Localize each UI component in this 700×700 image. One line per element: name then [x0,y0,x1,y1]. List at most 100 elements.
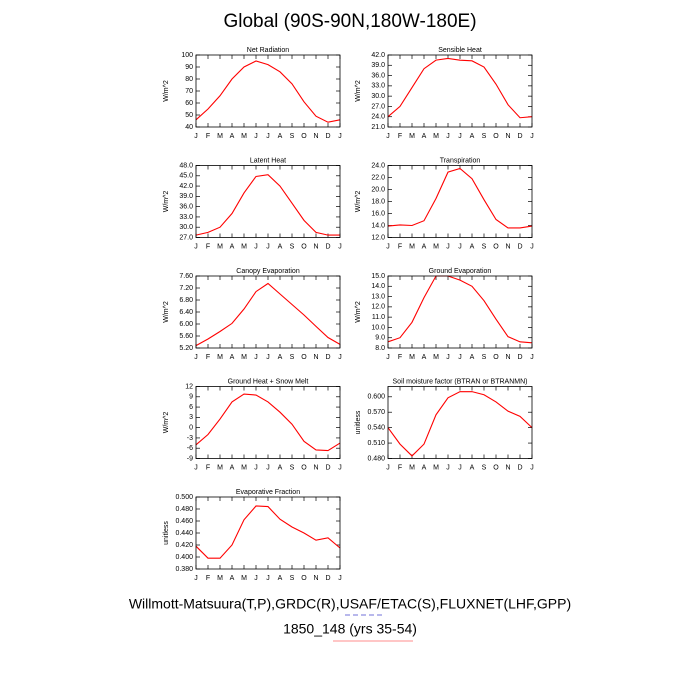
y-tick-label: 100 [181,52,193,59]
y-tick-label: 30.0 [179,224,193,231]
y-tick-label: 10.0 [371,324,385,331]
y-tick-label: 21.0 [371,124,385,131]
x-tick-label: A [278,354,283,361]
y-tick-label: 22.0 [371,174,385,181]
x-tick-label: A [230,133,235,140]
x-tick-label: M [409,354,415,361]
x-tick-label: F [398,133,402,140]
x-tick-label: O [301,354,307,361]
x-tick-label: M [241,133,247,140]
x-tick-label: M [241,464,247,471]
panel-title: Net Radiation [247,47,290,54]
y-tick-label: 6.80 [179,297,193,304]
x-tick-label: M [217,575,223,582]
x-tick-label: J [458,243,462,250]
x-tick-label: M [241,575,247,582]
x-tick-label: M [217,243,223,250]
x-tick-label: M [409,133,415,140]
plot-frame [195,54,341,128]
x-tick-label: J [338,575,342,582]
panel-title: Sensible Heat [438,47,482,54]
x-tick-label: M [241,354,247,361]
x-tick-label: F [206,464,210,471]
panel: Evaporative Fraction unitless 0.380 0.400 0.… [163,489,342,582]
y-axis-label: W/m^2 [355,191,362,213]
x-tick-label: S [290,464,295,471]
x-tick-label: A [230,464,235,471]
y-tick-label: 45.0 [179,173,193,180]
x-tick-label: O [301,464,307,471]
panel-title: Soil moisture factor (BTRAN or BTRANMN) [393,378,528,385]
x-tick-label: J [194,464,198,471]
page-title: Global (90S-90N,180W-180E) [223,11,476,32]
x-tick-label: J [530,133,534,140]
x-tick-label: J [338,243,342,250]
plot-frame [387,165,533,238]
x-tick-label: N [313,575,318,582]
x-tick-label: D [325,575,330,582]
x-tick-label: A [422,243,427,250]
y-tick-label: 0.500 [175,494,193,501]
x-tick-label: A [230,243,235,250]
y-tick-label: 16.0 [371,210,385,217]
plot-frame [387,275,533,349]
x-tick-label: J [386,243,390,250]
x-tick-label: N [313,354,318,361]
y-axis-label: W/m^2 [163,301,170,323]
y-tick-label: 0.510 [367,440,385,447]
plot-frame [195,386,341,459]
y-tick-label: 36.0 [179,203,193,210]
y-tick-label: -3 [187,435,193,442]
x-tick-label: M [241,243,247,250]
x-tick-label: D [325,243,330,250]
x-tick-label: J [194,575,198,582]
x-tick-label: S [290,133,295,140]
y-tick-label: 70 [185,88,193,95]
x-tick-label: N [505,133,510,140]
x-tick-label: N [313,464,318,471]
y-tick-label: 0.440 [175,530,193,537]
x-tick-label: A [422,354,427,361]
x-tick-label: A [230,354,235,361]
plot-frame [195,165,341,238]
x-tick-label: O [301,133,307,140]
x-tick-label: J [386,464,390,471]
footer-line: 1850_148 (yrs 35-54) [283,621,417,637]
y-tick-label: 33.0 [179,214,193,221]
x-tick-label: J [338,133,342,140]
y-tick-label: 8.0 [375,345,385,352]
y-tick-label: 5.60 [179,333,193,340]
y-tick-label: 48.0 [179,162,193,169]
y-tick-label: 42.0 [179,183,193,190]
x-tick-label: F [206,243,210,250]
data-line [195,282,341,347]
x-tick-label: F [206,354,210,361]
y-tick-label: 15.0 [371,273,385,280]
y-tick-label: 0 [189,424,193,431]
x-tick-label: F [206,133,210,140]
y-axis-label: W/m^2 [355,80,362,102]
x-tick-label: D [517,133,522,140]
y-tick-label: 0.400 [175,554,193,561]
y-tick-label: 90 [185,64,193,71]
y-tick-label: 24.0 [371,114,385,121]
x-tick-label: O [493,464,499,471]
x-tick-label: J [266,464,270,471]
x-tick-label: M [217,133,223,140]
x-tick-label: F [206,575,210,582]
x-tick-label: J [458,464,462,471]
x-tick-label: J [254,354,258,361]
panel-title: Ground Heat + Snow Melt [228,378,309,385]
x-tick-label: M [433,354,439,361]
x-tick-label: F [398,464,402,471]
plot-frame [387,54,533,128]
x-tick-label: J [530,243,534,250]
x-tick-label: J [194,243,198,250]
panel: Sensible Heat W/m^2 21.0 24.0 27.0 30.0 33.0 36… [355,47,534,140]
footer-line: Willmott-Matsuura(T,P),GRDC(R),USAF/ETAC… [129,596,571,612]
y-tick-label: 3 [189,414,193,421]
x-tick-label: A [278,133,283,140]
panel: Canopy Evaporation W/m^2 5.20 5.60 6.00 6.40 6… [163,268,342,361]
y-tick-label: 0.460 [175,518,193,525]
